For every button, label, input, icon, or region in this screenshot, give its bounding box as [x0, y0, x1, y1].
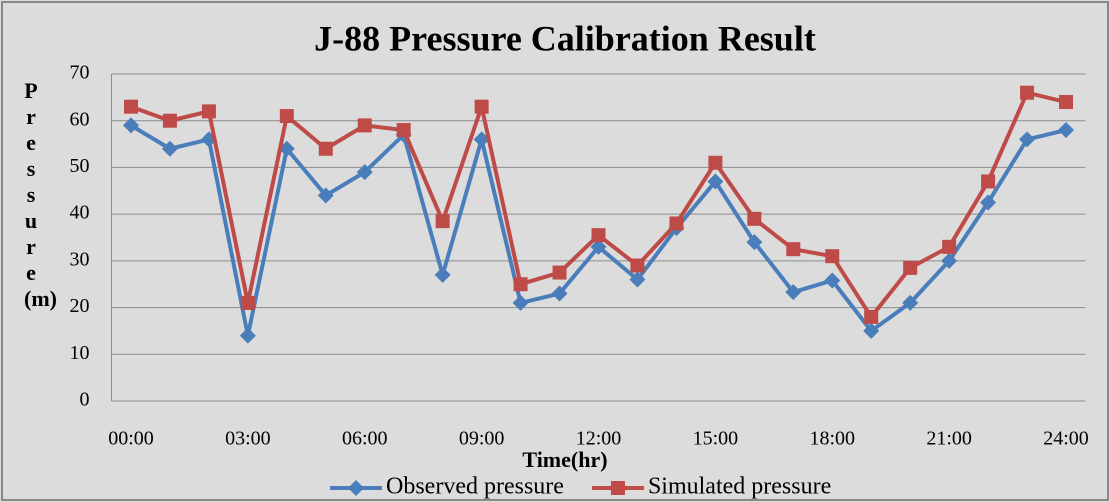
marker	[123, 99, 138, 114]
marker	[746, 234, 763, 251]
marker	[279, 109, 294, 124]
marker	[513, 277, 528, 292]
marker	[240, 295, 255, 310]
y-tick-label: 20	[70, 295, 90, 317]
marker	[941, 252, 958, 269]
marker	[356, 164, 373, 181]
x-tick-label: 24:00	[1043, 428, 1089, 450]
y-tick-label: 0	[80, 389, 90, 411]
marker	[669, 216, 684, 231]
y-axis-label: Pressure (m)	[24, 78, 57, 311]
marker	[552, 265, 567, 280]
x-tick-label: 06:00	[342, 428, 388, 450]
marker	[630, 258, 645, 273]
marker	[590, 238, 607, 255]
legend-label: Simulated pressure	[648, 474, 831, 500]
x-tick-label: 21:00	[926, 428, 972, 450]
marker	[317, 187, 334, 204]
marker	[591, 228, 606, 243]
marker	[162, 113, 177, 128]
legend-label: Observed pressure	[386, 474, 564, 500]
marker	[864, 309, 879, 324]
marker	[707, 173, 724, 190]
marker	[942, 239, 957, 254]
y-tick-label: 30	[70, 248, 90, 270]
y-tick-label: 10	[70, 342, 90, 364]
legend-marker	[610, 481, 625, 495]
marker	[747, 211, 762, 226]
marker	[863, 322, 880, 339]
x-tick-label: 15:00	[693, 428, 739, 450]
marker	[902, 294, 919, 311]
marker	[824, 272, 841, 289]
y-tick-label: 60	[70, 108, 90, 130]
marker	[122, 117, 139, 134]
x-axis-label: Time(hr)	[522, 447, 607, 472]
x-tick-label: 12:00	[576, 428, 622, 450]
marker	[474, 99, 489, 114]
marker	[981, 174, 996, 189]
marker	[708, 155, 723, 170]
marker	[435, 214, 450, 229]
marker	[1019, 131, 1036, 148]
x-tick-label: 09:00	[459, 428, 505, 450]
marker	[396, 123, 411, 138]
marker	[239, 327, 256, 344]
legend-marker	[348, 480, 364, 496]
y-tick-label: 40	[70, 202, 90, 224]
marker	[512, 294, 529, 311]
marker	[1020, 85, 1035, 100]
marker	[357, 118, 372, 133]
marker	[1059, 95, 1074, 110]
chart-title: J-88 Pressure Calibration Result	[314, 18, 816, 58]
marker	[161, 140, 178, 157]
marker	[434, 266, 451, 283]
marker	[786, 242, 801, 257]
marker	[629, 271, 646, 288]
marker	[1058, 122, 1075, 139]
marker	[551, 285, 568, 302]
marker	[903, 260, 918, 275]
y-tick-label: 50	[70, 155, 90, 177]
marker	[201, 104, 216, 119]
x-tick-label: 18:00	[809, 428, 855, 450]
marker	[785, 284, 802, 301]
x-tick-label: 03:00	[225, 428, 271, 450]
marker	[825, 249, 840, 264]
marker	[473, 131, 490, 148]
marker	[980, 194, 997, 211]
marker	[318, 141, 333, 156]
x-tick-label: 00:00	[108, 428, 154, 450]
y-tick-label: 70	[70, 62, 90, 84]
